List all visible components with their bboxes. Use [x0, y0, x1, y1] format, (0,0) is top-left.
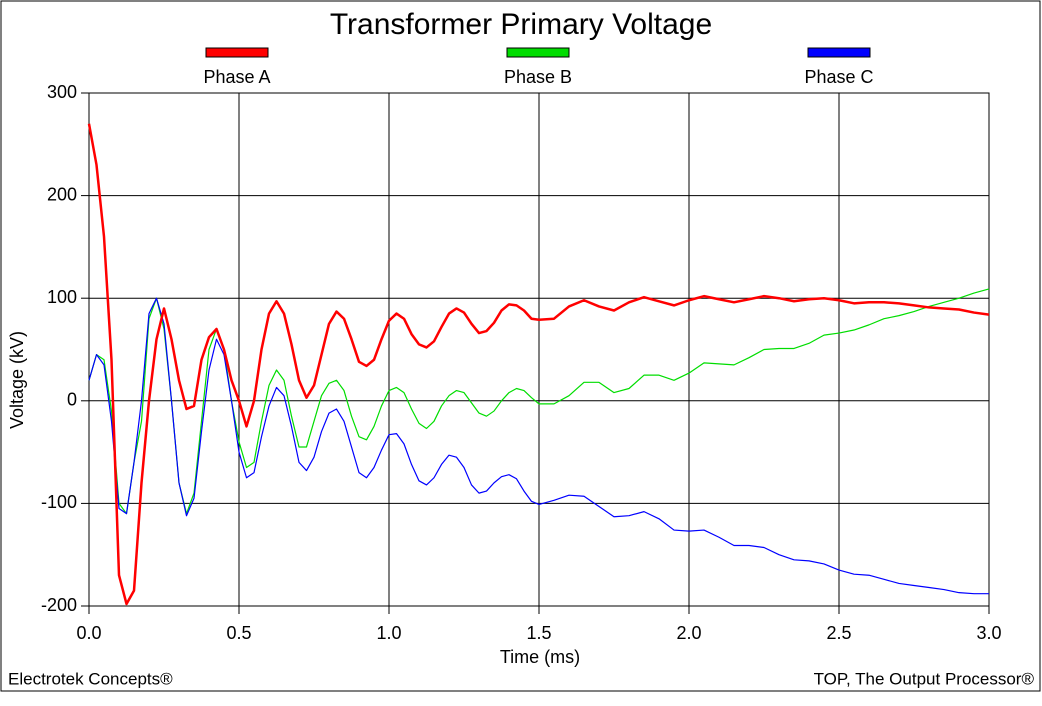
- x-tick-label: 0.0: [76, 623, 101, 643]
- x-tick-label: 3.0: [976, 623, 1001, 643]
- footer-left: Electrotek Concepts®: [8, 669, 173, 688]
- legend-swatch: [807, 47, 871, 58]
- footer-right: TOP, The Output Processor®: [814, 669, 1035, 688]
- y-tick-label: 300: [47, 82, 77, 102]
- x-tick-label: 1.5: [526, 623, 551, 643]
- series-line: [88, 297, 989, 595]
- y-axis-label: Voltage (kV): [7, 331, 27, 429]
- legend-label: Phase A: [203, 67, 270, 87]
- frame: [0, 0, 1041, 692]
- x-axis-label: Time (ms): [500, 647, 580, 667]
- y-tick-label: 0: [67, 390, 77, 410]
- y-tick-label: -200: [41, 595, 77, 615]
- plot-area: [88, 92, 990, 607]
- x-tick-label: 0.5: [226, 623, 251, 643]
- x-tick-label: 2.5: [826, 623, 851, 643]
- legend-label: Phase B: [504, 67, 572, 87]
- x-tick-label: 1.0: [376, 623, 401, 643]
- y-tick-label: -100: [41, 492, 77, 512]
- legend-swatch: [205, 47, 269, 58]
- y-tick-label: 100: [47, 287, 77, 307]
- series-line: [88, 288, 990, 515]
- series-line: [87, 123, 990, 606]
- legend-swatch: [506, 47, 570, 58]
- chart-title: Transformer Primary Voltage: [330, 8, 712, 41]
- legend-label: Phase C: [804, 67, 873, 87]
- y-tick-label: 200: [47, 184, 77, 204]
- x-tick-label: 2.0: [676, 623, 701, 643]
